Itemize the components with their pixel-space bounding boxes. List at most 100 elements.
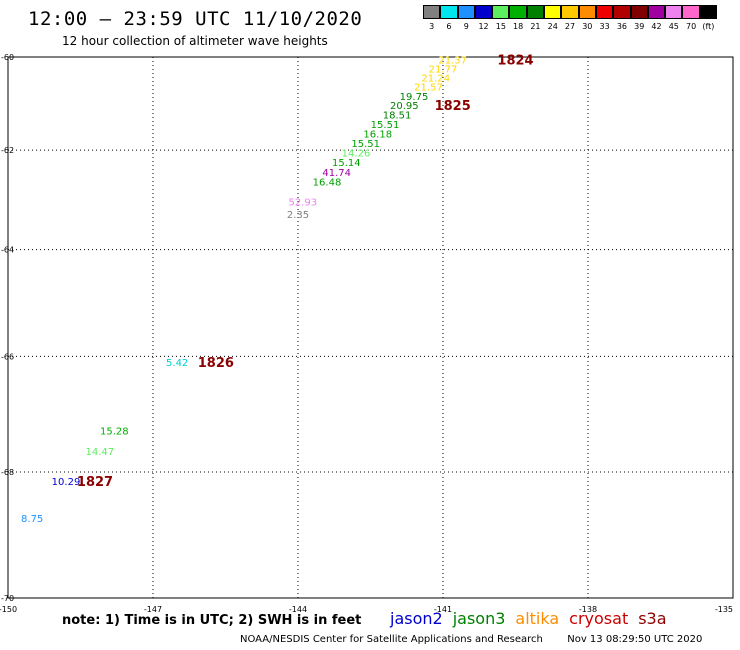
wave-height-value: 15.14 (332, 158, 361, 169)
colorbar-bin: 15 (492, 5, 510, 31)
colorbar-swatch (526, 5, 545, 19)
track-time-label: 1826 (198, 356, 234, 371)
colorbar-swatch (578, 5, 596, 19)
colorbar-bin: 39 (630, 5, 648, 31)
wave-height-value: 52.93 (289, 197, 318, 208)
footer: NOAA/NESDIS Center for Satellite Applica… (240, 634, 702, 645)
colorbar-label: 24 (547, 22, 558, 31)
lat-tick-label: -68 (1, 468, 14, 477)
lat-tick-label: -62 (1, 146, 14, 155)
legend-entry-altika: altika (515, 609, 560, 628)
wave-height-value: 15.28 (100, 426, 129, 437)
lon-tick-label: -135 (715, 605, 733, 614)
colorbar-swatch (474, 5, 493, 19)
colorbar-bin: 36 (613, 5, 631, 31)
colorbar-label: 27 (564, 22, 576, 31)
colorbar-bin: 30 (578, 5, 596, 31)
colorbar-swatch (630, 5, 648, 19)
lon-tick-label: -141 (434, 605, 452, 614)
colorbar-label: 45 (668, 22, 679, 31)
note-text: note: 1) Time is in UTC; 2) SWH is in fe… (62, 613, 362, 628)
page-title: 12:00 – 23:59 UTC 11/10/2020 (28, 8, 363, 30)
lon-tick-label: -147 (144, 605, 162, 614)
colorbar-bin: 33 (595, 5, 614, 31)
colorbar-bin: 24 (544, 5, 562, 31)
wave-height-value: 19.75 (400, 92, 429, 103)
colorbar-label: 3 (429, 22, 435, 31)
colorbar-swatch (682, 5, 700, 19)
colorbar-bin: 6 (440, 5, 458, 31)
colorbar-swatch (613, 5, 631, 19)
wave-height-value: 14.47 (86, 447, 115, 458)
lat-tick-label: -70 (1, 594, 14, 603)
legend-entry-cryosat: cryosat (569, 609, 629, 628)
wave-height-value: 18.51 (383, 111, 412, 122)
colorbar-swatch (595, 5, 614, 19)
page-subtitle: 12 hour collection of altimeter wave hei… (62, 34, 328, 48)
colorbar-swatch (457, 5, 475, 19)
wave-height-value: 5.42 (166, 358, 188, 369)
colorbar-label: 39 (634, 22, 645, 31)
colorbar-swatch (647, 5, 666, 19)
wave-height-value: 41.74 (322, 168, 351, 179)
colorbar: 3 6 9 12 15 18 21 24 27 30 33 36 39 42 45 70 (ft) (423, 5, 718, 31)
track-time-label: 1824 (497, 53, 533, 68)
colorbar-bin: 9 (457, 5, 475, 31)
colorbar-bin: 3 (423, 5, 441, 31)
colorbar-swatch (423, 5, 441, 19)
colorbar-bin: 27 (561, 5, 579, 31)
legend-entry-jason3: jason3 (452, 609, 506, 628)
colorbar-bin: 45 (665, 5, 683, 31)
lat-tick-label: -66 (1, 352, 14, 361)
wave-height-value: 21.57 (414, 83, 443, 94)
colorbar-swatch (665, 5, 683, 19)
wave-height-value: 15.51 (371, 120, 400, 131)
colorbar-swatch (492, 5, 510, 19)
wave-height-value: 21.77 (429, 64, 458, 75)
legend-entry-jason2: jason2 (390, 609, 443, 628)
lon-tick-label: -144 (289, 605, 307, 614)
map-frame (7, 56, 734, 599)
satellite-legend: jason2 jason3 altika cryosat s3a (390, 609, 667, 628)
wave-height-value: 16.18 (363, 129, 392, 140)
wave-height-value: 21.24 (421, 73, 450, 84)
colorbar-label: 70 (686, 22, 697, 31)
colorbar-label: (ft) (702, 22, 715, 31)
colorbar-swatch (699, 5, 718, 19)
track-time-label: 1825 (435, 99, 471, 114)
colorbar-swatch (561, 5, 579, 19)
wave-height-value: 8.75 (21, 514, 43, 525)
colorbar-bin: 42 (647, 5, 666, 31)
lat-tick-label: -60 (1, 53, 14, 62)
colorbar-label: 18 (513, 22, 524, 31)
wave-height-value: 2.35 (287, 210, 309, 221)
colorbar-label: 15 (495, 22, 506, 31)
track-time-label: 1827 (77, 475, 113, 490)
colorbar-bin: (ft) (699, 5, 718, 31)
colorbar-label: 9 (463, 22, 469, 31)
colorbar-swatch (440, 5, 458, 19)
colorbar-swatch (544, 5, 562, 19)
colorbar-bin: 12 (474, 5, 493, 31)
colorbar-label: 36 (616, 22, 627, 31)
colorbar-bin: 18 (509, 5, 527, 31)
lon-tick-label: -138 (579, 605, 597, 614)
colorbar-swatch (509, 5, 527, 19)
footer-agency: NOAA/NESDIS Center for Satellite Applica… (240, 634, 543, 645)
wave-height-value: 15.51 (351, 139, 380, 150)
colorbar-label: 33 (599, 22, 610, 31)
colorbar-label: 30 (582, 22, 593, 31)
wave-height-value: 21.37 (438, 55, 467, 66)
colorbar-bin: 21 (526, 5, 545, 31)
wave-height-value: 10.29 (52, 477, 81, 488)
colorbar-label: 21 (530, 22, 541, 31)
colorbar-label: 6 (446, 22, 452, 31)
lon-tick-label: -150 (0, 605, 17, 614)
colorbar-bin: 70 (682, 5, 700, 31)
wave-height-value: 16.48 (313, 178, 342, 189)
colorbar-label: 42 (651, 22, 662, 31)
lat-tick-label: -64 (1, 246, 14, 255)
wave-height-value: 20.95 (390, 101, 419, 112)
legend-entry-s3a: s3a (638, 609, 667, 628)
